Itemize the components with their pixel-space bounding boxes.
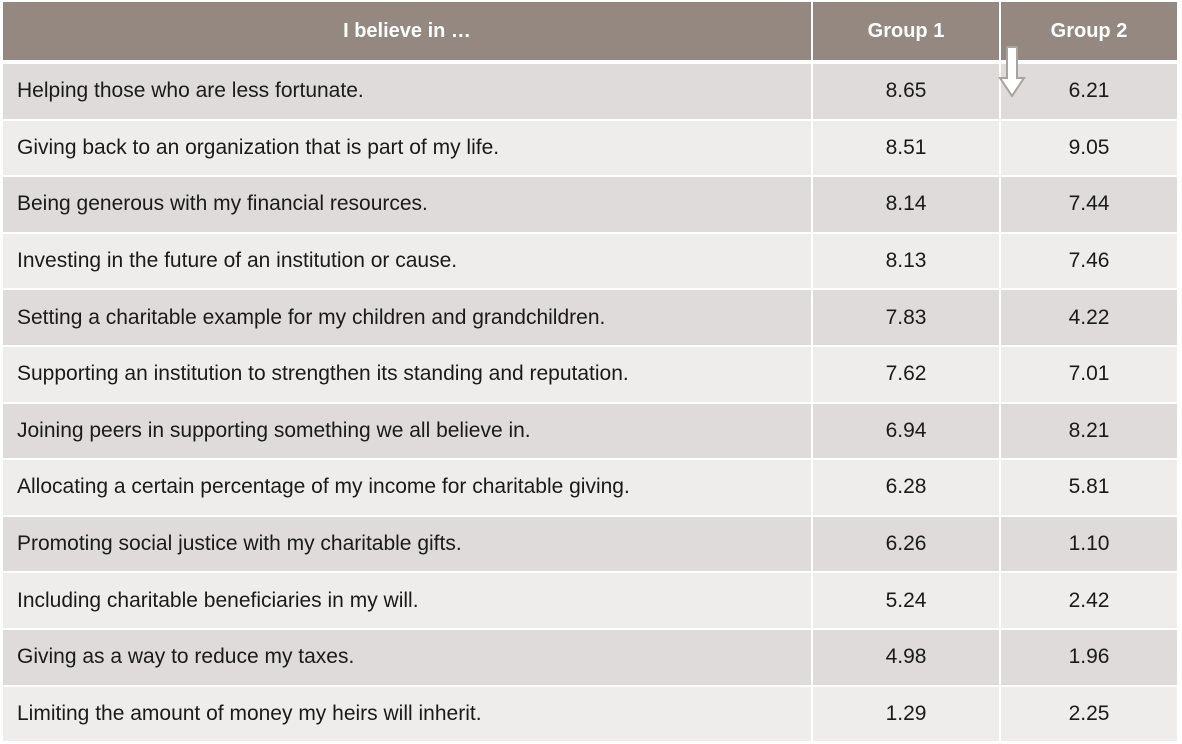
- row-group-2-score: 5.81: [1001, 460, 1177, 515]
- row-group-2-score: 7.46: [1001, 233, 1177, 289]
- table-row: Allocating a certain percentage of my in…: [3, 460, 1177, 517]
- row-statement: Including charitable beneficiaries in my…: [3, 573, 813, 628]
- row-statement: Allocating a certain percentage of my in…: [3, 460, 813, 515]
- row-group-2-score: 6.21: [1001, 64, 1177, 119]
- row-group-2-score: 8.21: [1001, 403, 1177, 459]
- row-group-2-score: 7.44: [1001, 177, 1177, 232]
- table-row: Giving as a way to reduce my taxes. 4.98 1…: [3, 629, 1177, 687]
- row-group-1-score: 8.65: [813, 64, 1001, 119]
- row-group-1-score: 6.94: [813, 403, 1001, 459]
- row-group-2-score: 2.42: [1001, 573, 1177, 628]
- row-group-1-score: 7.83: [813, 290, 1001, 345]
- row-statement: Investing in the future of an institutio…: [3, 233, 813, 289]
- row-statement: Giving back to an organization that is p…: [3, 120, 813, 176]
- table-row: Limiting the amount of money my heirs wi…: [3, 686, 1177, 744]
- row-statement: Promoting social justice with my charita…: [3, 516, 813, 572]
- table-row: Supporting an institution to strengthen …: [3, 346, 1177, 404]
- row-group-1-score: 6.26: [813, 516, 1001, 572]
- row-statement: Setting a charitable example for my chil…: [3, 290, 813, 345]
- row-group-1-score: 4.98: [813, 629, 1001, 685]
- header-statement: I believe in …: [3, 2, 813, 60]
- header-group-1: Group 1: [813, 2, 1001, 60]
- row-statement: Supporting an institution to strengthen …: [3, 346, 813, 402]
- table-row: Being generous with my financial resourc…: [3, 177, 1177, 234]
- down-arrow-icon: [998, 46, 1026, 98]
- row-group-1-score: 8.13: [813, 233, 1001, 289]
- table-row: Investing in the future of an institutio…: [3, 233, 1177, 291]
- table-header: I believe in … Group 1 Group 2: [3, 2, 1177, 60]
- row-group-1-score: 6.28: [813, 460, 1001, 515]
- row-statement: Helping those who are less fortunate.: [3, 64, 813, 119]
- row-group-1-score: 7.62: [813, 346, 1001, 402]
- table-row: Giving back to an organization that is p…: [3, 120, 1177, 178]
- row-group-2-score: 1.96: [1001, 629, 1177, 685]
- table-body: Helping those who are less fortunate. 8.6…: [3, 64, 1177, 744]
- row-statement: Limiting the amount of money my heirs wi…: [3, 686, 813, 742]
- table-row: Setting a charitable example for my chil…: [3, 290, 1177, 347]
- row-group-2-score: 1.10: [1001, 516, 1177, 572]
- row-statement: Being generous with my financial resourc…: [3, 177, 813, 232]
- row-group-2-score: 4.22: [1001, 290, 1177, 345]
- row-group-1-score: 8.14: [813, 177, 1001, 232]
- row-statement: Giving as a way to reduce my taxes.: [3, 629, 813, 685]
- row-group-2-score: 2.25: [1001, 686, 1177, 742]
- table-row: Promoting social justice with my charita…: [3, 516, 1177, 574]
- row-group-2-score: 9.05: [1001, 120, 1177, 176]
- row-group-1-score: 5.24: [813, 573, 1001, 628]
- table-row: Helping those who are less fortunate. 8.6…: [3, 64, 1177, 121]
- row-group-2-score: 7.01: [1001, 346, 1177, 402]
- row-group-1-score: 8.51: [813, 120, 1001, 176]
- belief-table: I believe in … Group 1 Group 2 Helping t…: [3, 2, 1177, 744]
- table-row: Including charitable beneficiaries in my…: [3, 573, 1177, 630]
- table-row: Joining peers in supporting something we…: [3, 403, 1177, 461]
- header-group-2: Group 2: [1001, 2, 1177, 60]
- row-statement: Joining peers in supporting something we…: [3, 403, 813, 459]
- row-group-1-score: 1.29: [813, 686, 1001, 742]
